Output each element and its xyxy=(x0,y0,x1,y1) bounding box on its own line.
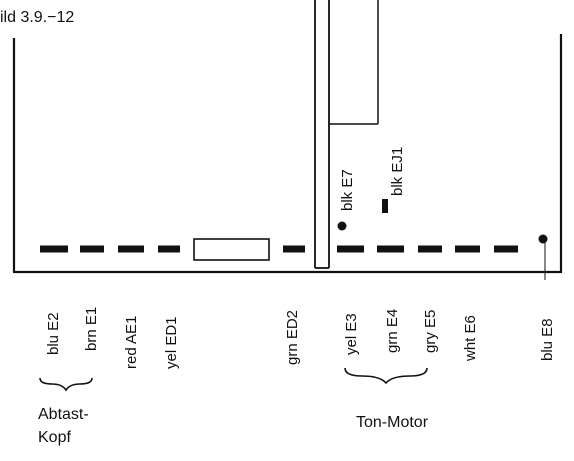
brace-ton-motor xyxy=(344,367,428,385)
wire-label: gry E5 xyxy=(422,310,439,353)
group-label-ton-motor: Ton-Motor xyxy=(356,414,429,431)
brace-abtast-kopf xyxy=(39,377,93,392)
wire-label: brn E1 xyxy=(83,307,100,351)
group-label-kopf: Kopf xyxy=(38,429,71,446)
solder-point-e8 xyxy=(538,234,548,244)
wire-label: yel ED1 xyxy=(163,316,180,369)
wire-label: red AE1 xyxy=(123,316,140,369)
solder-point-e7 xyxy=(337,221,347,231)
figure-caption: ild 3.9.−12 xyxy=(0,9,74,26)
group-label-abtast: Abtast- xyxy=(38,406,89,423)
bus-component-box xyxy=(193,238,270,261)
label-blk-e7: blk E7 xyxy=(339,169,356,211)
wire-label: grn ED2 xyxy=(284,310,301,365)
wire-label: blu E8 xyxy=(539,318,556,361)
label-blk-ej1: blk EJ1 xyxy=(389,147,406,196)
wire-labels: blu E2 brn E1 red AE1 yel ED1 grn ED2 ye… xyxy=(45,307,556,369)
wire-label: yel E3 xyxy=(343,313,360,355)
wire-label: grn E4 xyxy=(384,309,401,353)
wire-label: wht E6 xyxy=(462,315,479,362)
solder-point-ej1 xyxy=(382,199,388,213)
wire-label: blu E2 xyxy=(45,312,62,355)
